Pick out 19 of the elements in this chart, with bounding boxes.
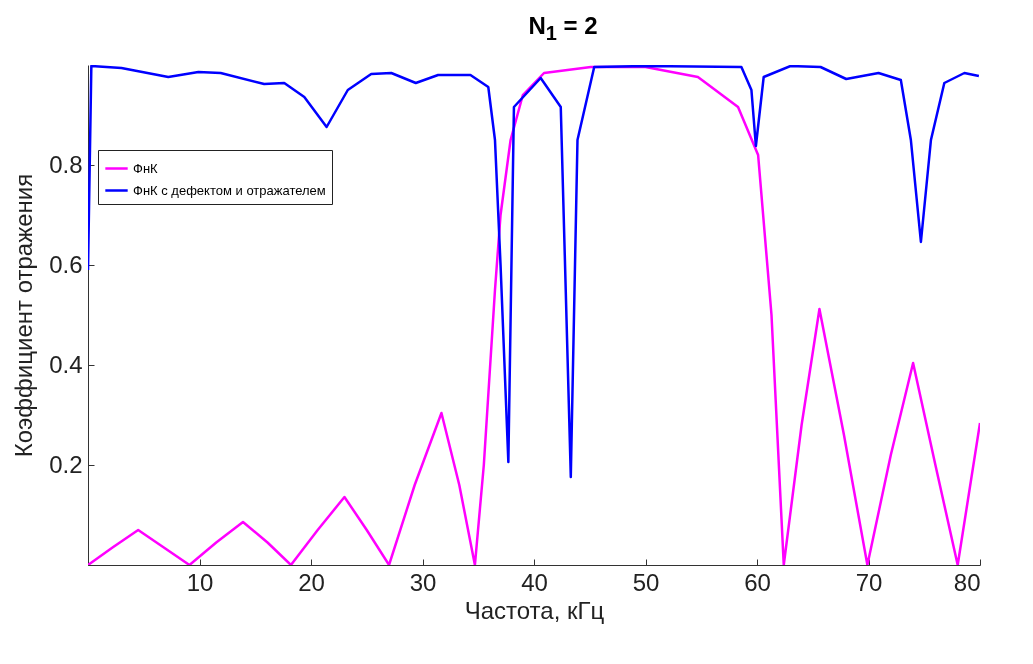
y-axis-title: Коэффициент отражения <box>10 173 38 458</box>
chart-title: N$_{1}$ = 2 <box>527 12 599 45</box>
line-series <box>88 65 980 565</box>
x-axis-title: Частота, кГц <box>464 596 605 624</box>
x-tick-label: 60 <box>744 568 771 596</box>
line-series <box>88 65 980 479</box>
legend-label: ФнК <box>133 160 159 176</box>
y-tick-label: 0.8 <box>49 150 83 178</box>
x-tick-label: 40 <box>521 568 548 596</box>
x-tick-label: 20 <box>298 568 325 596</box>
y-tick-label: 0.2 <box>49 450 83 478</box>
x-tick-label: 70 <box>855 568 883 596</box>
y-tick-label: 0.4 <box>49 350 83 378</box>
x-tick-label: 50 <box>632 568 660 596</box>
x-tick-label: 30 <box>409 568 437 596</box>
x-tick-label: 80 <box>953 568 981 596</box>
legend-label: ФнК с дефектом и отражателем <box>133 182 326 198</box>
y-tick-label: 0.6 <box>49 250 83 278</box>
x-tick-label: 10 <box>186 568 214 596</box>
